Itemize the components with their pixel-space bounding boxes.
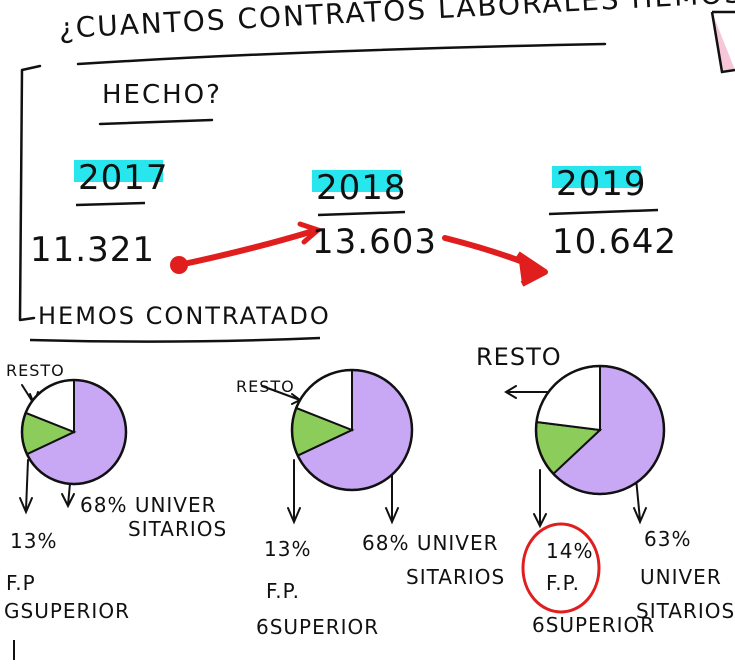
chart2-fp-label-2: 6SUPERIOR [256,615,380,639]
year-2018: 2018 [312,168,411,208]
red-arrow-up [170,221,323,274]
chart1-fp-label-1: F.P [6,571,36,595]
left-bracket [18,64,42,322]
title-underline-2 [98,118,214,126]
chart1-fp-pct: 13% [10,529,58,553]
count-2018: 13.603 [312,222,437,262]
red-arrow-down [442,235,548,287]
chart1-uni-line: 68% UNIVER [80,493,217,517]
chart2-fp-pct: 13% [264,537,312,561]
chart3-uni-label-1: UNIVER [640,565,722,589]
underline-2017 [75,201,146,207]
chart1-resto-label: RESTO [6,361,65,380]
corner-note [710,10,735,74]
chart3-uni-pct: 63% [644,527,692,551]
pie2-outline [290,368,414,492]
pie3-outline [534,364,666,496]
chart3-fp-label-1: F.P. [546,571,580,595]
chart2-uni-label-2: SITARIOS [406,565,506,589]
chart1-fp-label-2: GSUPERIOR [4,599,130,623]
chart3-uni-label-2: SITARIOS [636,599,735,623]
year-2019: 2019 [552,164,651,204]
chart2-resto-label: RESTO [236,377,295,396]
underline-2019 [548,208,659,216]
highlight-circle [521,522,601,614]
chart2-fp-label-1: F.P. [266,579,300,603]
count-2019: 10.642 [552,222,677,262]
chart3-fp-label-2: 6SUPERIOR [532,613,656,637]
section-underline [29,336,321,343]
chart3-resto-label: RESTO [476,343,562,371]
count-2017: 11.321 [30,230,155,270]
underline-2018 [317,210,406,217]
year-2017: 2017 [74,158,173,198]
title-underline-1 [76,42,607,66]
pie1-outline [20,378,128,486]
chart1-uni-label-2: SITARIOS [128,517,228,541]
chart3-fp-pct: 14% [546,539,594,563]
section-title: HEMOS CONTRATADO [38,302,331,330]
chart2-uni-line: 68% UNIVER [362,531,499,555]
title-line-2: HECHO? [102,80,222,110]
